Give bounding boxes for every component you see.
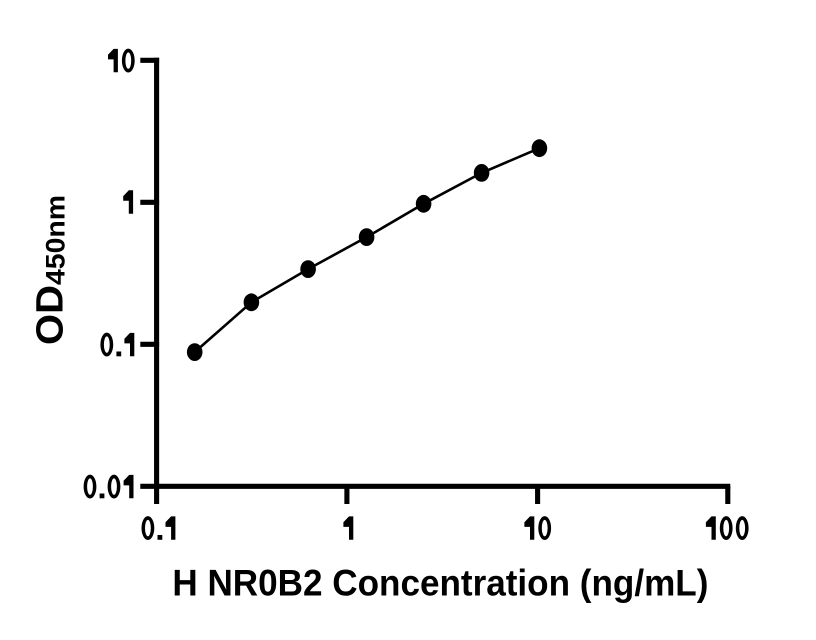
svg-text:H NR0B2 Concentration (ng/mL): H NR0B2 Concentration (ng/mL) (172, 563, 708, 604)
